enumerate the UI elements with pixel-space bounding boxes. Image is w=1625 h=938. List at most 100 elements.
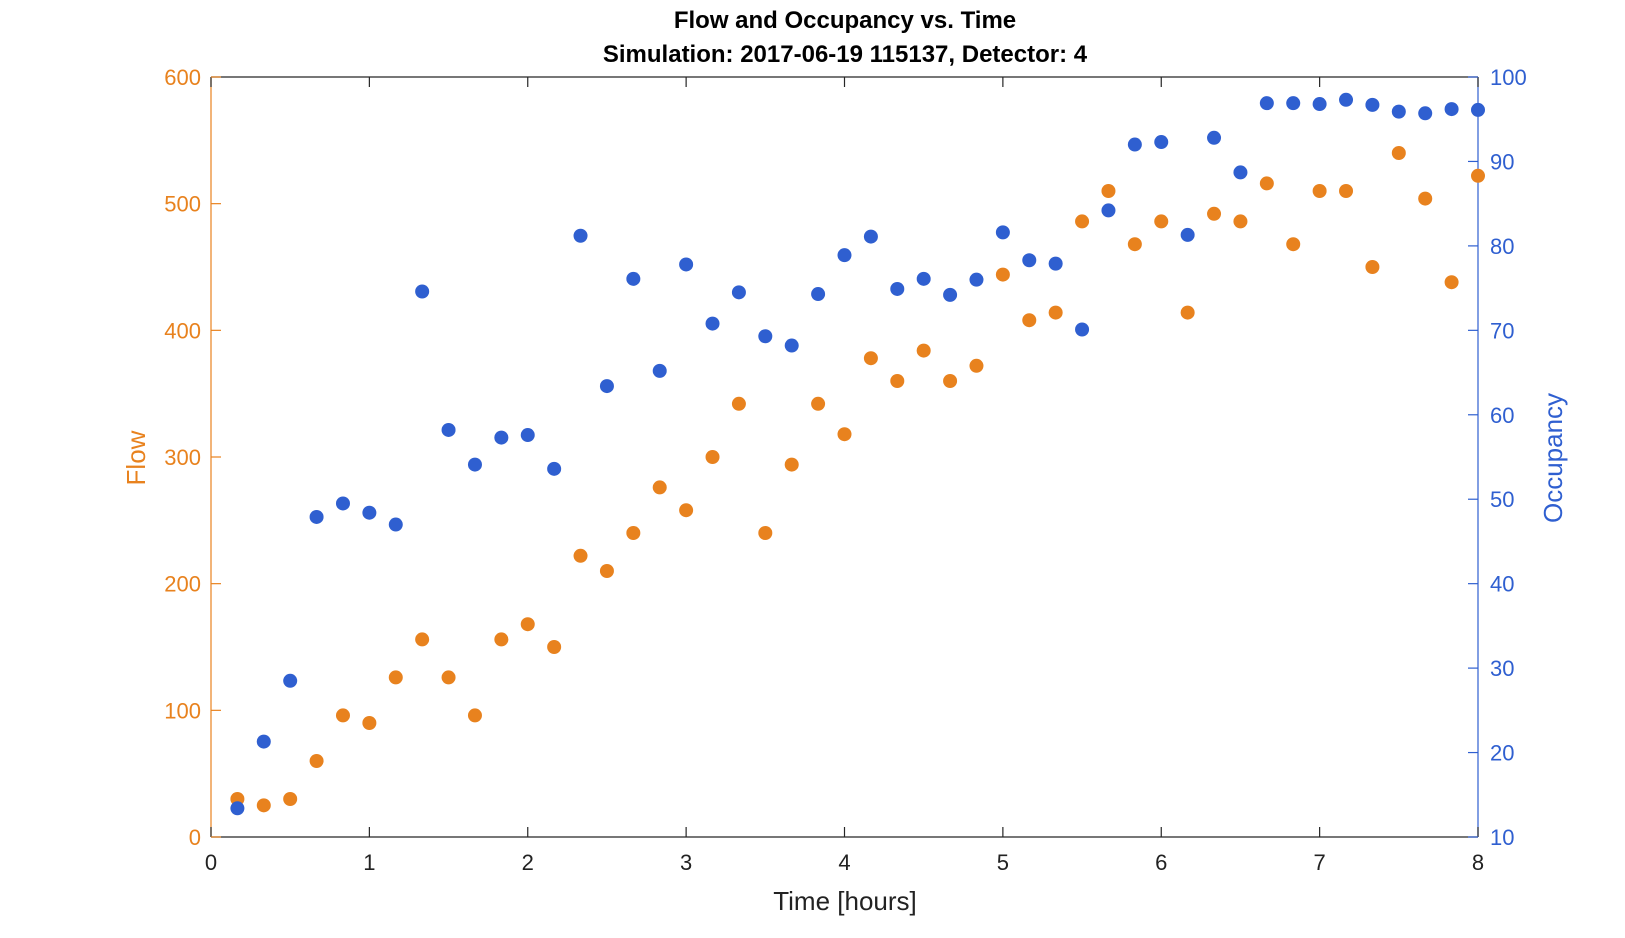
flow-point [626,526,641,540]
right-y-tick-label: 90 [1490,149,1514,174]
occupancy-point [1259,96,1274,111]
left-y-axis-label: Flow [121,430,151,485]
flow-point [1101,184,1116,198]
occupancy-point [441,422,456,437]
x-tick-label: 8 [1472,850,1484,875]
flow-point [1444,275,1459,290]
chart-subtitle: Simulation: 2017-06-19 115137, Detector:… [603,41,1088,68]
flow-point [995,267,1010,282]
flow-point [1075,214,1090,229]
occupancy-point [995,225,1010,240]
right-y-tick-label: 50 [1490,487,1514,512]
occupancy-point [1075,322,1090,337]
flow-point [705,450,720,464]
flow-point [1259,176,1274,191]
flow-point [1022,313,1037,328]
right-y-axis-label: Occupancy [1538,393,1568,523]
occupancy-point [467,457,482,472]
occupancy-point [1365,97,1380,112]
flow-point [415,632,430,647]
x-tick-label: 5 [997,850,1009,875]
right-y-tick-label: 20 [1490,741,1514,766]
left-y-tick-label: 100 [164,698,201,723]
right-y-tick-label: 70 [1490,318,1514,343]
flow-point [1391,146,1406,160]
flow-point [1048,305,1063,320]
occupancy-series [230,92,1485,816]
right-y-tick-label: 30 [1490,656,1514,681]
occupancy-point [1233,165,1248,180]
flow-point [547,640,562,654]
right-y-tick-label: 40 [1490,572,1514,597]
occupancy-point [494,430,509,445]
occupancy-point [1471,102,1485,117]
occupancy-point [811,287,826,302]
flow-point [362,716,377,730]
right-y-tick-label: 80 [1490,234,1514,259]
flow-point [890,374,905,388]
occupancy-point [573,228,588,243]
occupancy-point [1444,102,1459,117]
flow-point [599,564,614,578]
occupancy-point [652,363,667,378]
flow-point [467,708,482,723]
flow-point [784,457,799,472]
occupancy-point [1286,96,1301,111]
occupancy-point [731,285,746,300]
right-y-tick-label: 100 [1490,65,1527,90]
occupancy-point [1154,135,1169,150]
x-tick-label: 0 [205,850,217,875]
occupancy-point [1207,130,1222,145]
left-y-tick-label: 600 [164,65,201,90]
occupancy-point [309,509,324,524]
flow-point [1418,191,1433,206]
left-y-tick-label: 200 [164,572,201,597]
x-tick-label: 1 [363,850,375,875]
flow-point [1233,214,1248,229]
flow-point [652,480,667,495]
occupancy-point [415,284,430,299]
occupancy-point [837,248,852,263]
occupancy-point [1127,137,1142,152]
flow-point [1365,260,1380,274]
flow-point [943,374,958,388]
occupancy-point [705,316,720,331]
flow-series [230,146,1485,813]
occupancy-point [1101,203,1116,218]
left-y-tick-label: 300 [164,445,201,470]
occupancy-point [784,338,799,353]
x-tick-label: 3 [680,850,692,875]
occupancy-point [388,517,403,532]
flow-point [731,396,746,411]
flow-point [837,427,852,442]
left-y-tick-label: 400 [164,318,201,343]
flow-point [441,670,456,685]
right-y-axis: 10 20 30 40 50 60 70 80 90 100 [1468,65,1527,850]
flow-point [758,526,773,540]
x-tick-label: 4 [838,850,850,875]
flow-point [309,754,324,768]
occupancy-point [599,379,614,394]
flow-point [1286,237,1301,252]
flow-point [1207,206,1222,221]
flow-point [1180,305,1195,320]
occupancy-point [1339,92,1354,107]
occupancy-point [916,271,931,286]
occupancy-point [1418,106,1433,121]
x-tick-label: 2 [522,850,534,875]
occupancy-point [335,496,350,511]
occupancy-point [943,287,958,302]
flow-point [520,617,535,632]
occupancy-point [1180,227,1195,242]
flow-point [863,351,878,366]
x-axis-label: Time [hours] [773,886,917,916]
chart-title: Flow and Occupancy vs. Time [674,7,1016,34]
flow-point [811,396,826,411]
plot-area [210,76,1479,838]
flow-point [1339,184,1354,198]
flow-point [1127,237,1142,252]
occupancy-point [1048,256,1063,271]
flow-point [388,670,403,685]
flow-point [1154,214,1169,229]
